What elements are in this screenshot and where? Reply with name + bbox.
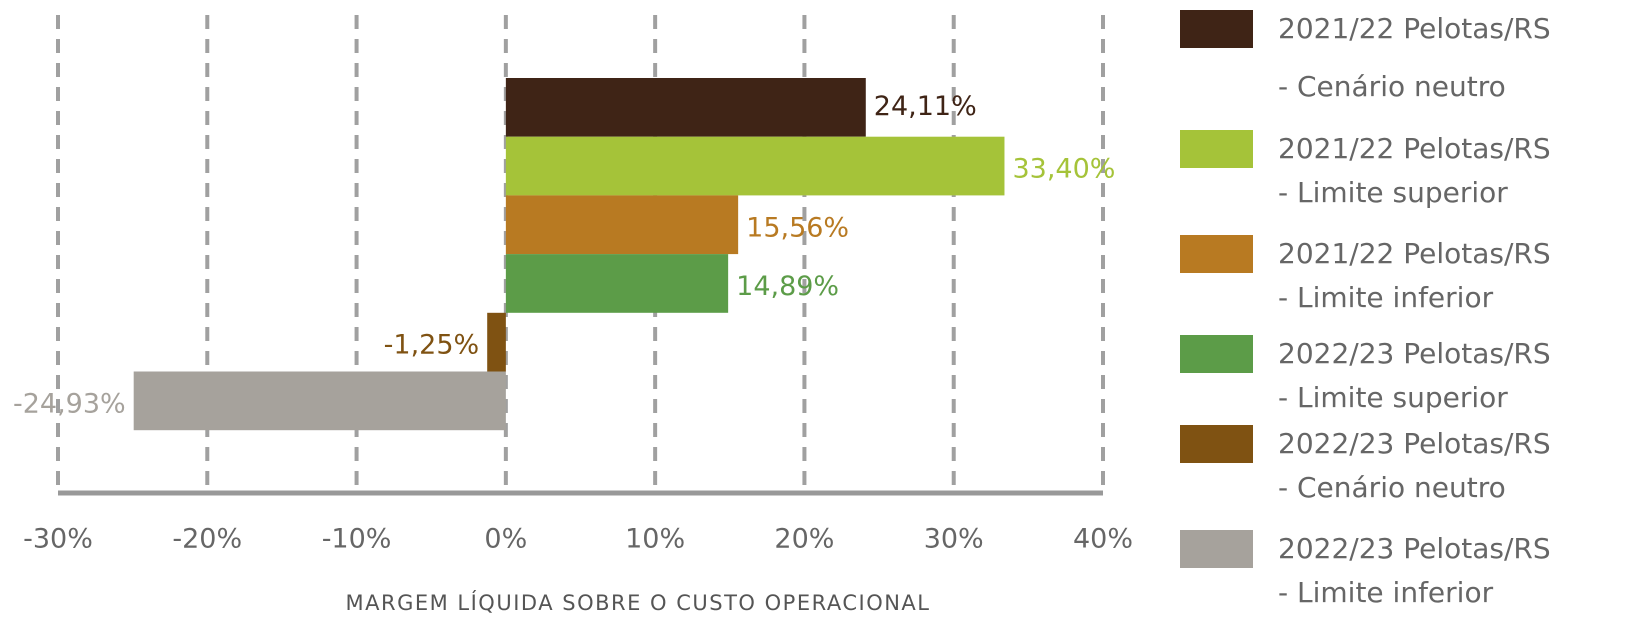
legend-swatch: [1180, 235, 1253, 273]
x-tick-label: 40%: [1073, 524, 1133, 555]
x-tick-label: 0%: [484, 524, 527, 555]
legend-label: 2021/22 Pelotas/RS - Cenário neutro: [1278, 12, 1551, 103]
data-label: 24,11%: [874, 91, 977, 122]
bar: [505, 195, 739, 255]
legend-swatch: [1180, 530, 1253, 568]
x-tick-label: -20%: [172, 524, 242, 555]
legend-label: 2021/22 Pelotas/RS - Limite superior: [1278, 132, 1551, 209]
legend-swatch: [1180, 130, 1253, 168]
data-label: -24,93%: [13, 388, 126, 419]
legend-label: 2022/23 Pelotas/RS - Limite superior: [1278, 337, 1551, 414]
x-axis-label: MARGEM LÍQUIDA SOBRE O CUSTO OPERACIONAL: [346, 590, 931, 615]
data-label: -1,25%: [384, 330, 480, 361]
bar: [133, 371, 506, 431]
x-tick-label: 30%: [924, 524, 984, 555]
chart: MARGEM LÍQUIDA SOBRE O CUSTO OPERACIONAL…: [13, 15, 1133, 615]
x-tick-label: -30%: [23, 524, 93, 555]
bar: [505, 136, 1005, 196]
legend-label: 2022/23 Pelotas/RS - Cenário neutro: [1278, 427, 1551, 504]
x-tick-label: 20%: [774, 524, 834, 555]
bar: [505, 254, 729, 313]
legend-swatch: [1180, 10, 1253, 48]
bar: [487, 312, 506, 372]
bar: [505, 78, 866, 137]
legend-label: 2021/22 Pelotas/RS - Limite inferior: [1278, 237, 1551, 314]
data-label: 15,56%: [746, 212, 849, 243]
data-label: 14,89%: [736, 271, 839, 302]
x-tick-label: 10%: [625, 524, 685, 555]
legend-swatch: [1180, 335, 1253, 373]
legend-label: 2022/23 Pelotas/RS - Limite inferior: [1278, 532, 1551, 609]
x-tick-label: -10%: [322, 524, 392, 555]
data-label: 33,40%: [1012, 154, 1115, 185]
legend-swatch: [1180, 425, 1253, 463]
